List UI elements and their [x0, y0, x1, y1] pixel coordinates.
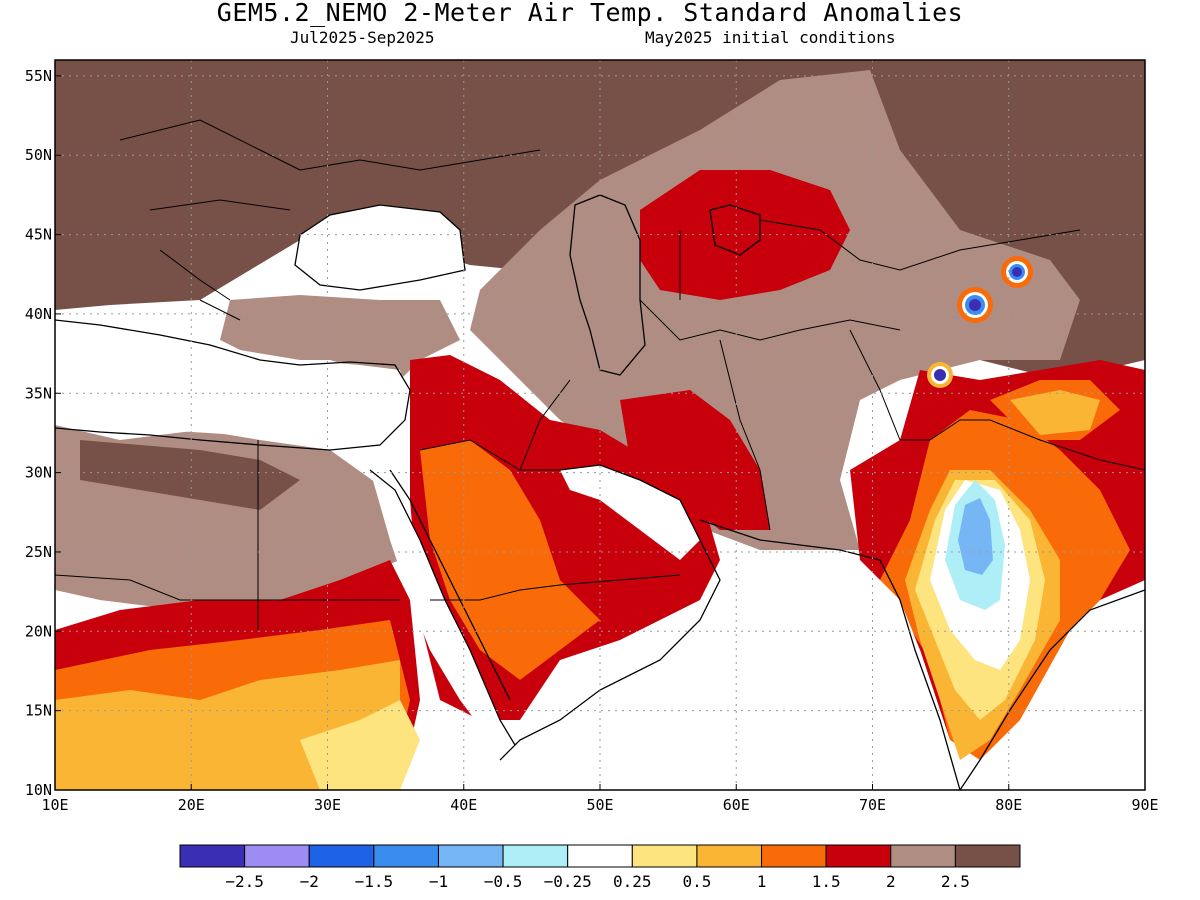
colorbar-swatch [761, 844, 827, 868]
forecast-period: Jul2025-Sep2025 [290, 28, 435, 47]
lon-tick-label: 80E [995, 796, 1022, 814]
colorbar-swatch [567, 844, 633, 868]
colorbar-swatch [308, 844, 375, 868]
colorbar-label: 0.25 [613, 872, 652, 891]
anomaly-region-15-iran [620, 390, 770, 530]
lat-tick-labels: 10N 15N 20N 25N 30N 35N 40N 45N 50N 55N [25, 67, 61, 799]
cool-spot-pamir [927, 362, 953, 388]
lon-tick-labels: 10E 20E 30E 40E 50E 60E 70E 80E 90E [41, 784, 1159, 814]
colorbar-label: −2 [300, 872, 319, 891]
colorbar-label: −0.25 [544, 872, 592, 891]
lat-tick-label: 30N [25, 464, 52, 482]
lat-tick-label: 25N [25, 543, 52, 561]
colorbar-label: 0.5 [682, 872, 711, 891]
lon-tick-label: 50E [586, 796, 613, 814]
colorbar-swatch [179, 844, 246, 868]
bay-of-bengal [1000, 600, 1145, 790]
cool-spot-tianshan [957, 287, 993, 323]
black-sea [295, 205, 465, 290]
colorbar-label: −1.5 [355, 872, 394, 891]
lat-tick-label: 15N [25, 702, 52, 720]
lon-tick-label: 30E [314, 796, 341, 814]
lat-tick-label: 10N [25, 781, 52, 799]
colorbar-label: 2 [886, 872, 896, 891]
lon-tick-label: 10E [41, 796, 68, 814]
cool-spot-altai [1001, 256, 1033, 288]
colorbar-swatch [631, 844, 698, 868]
colorbar-label: 2.5 [941, 872, 970, 891]
colorbar-label: −0.5 [484, 872, 523, 891]
persian-gulf [560, 465, 700, 560]
colorbar-label: 1.5 [812, 872, 841, 891]
initial-conditions: May2025 initial conditions [645, 28, 896, 47]
lat-tick-label: 45N [25, 226, 52, 244]
colorbar-swatch [373, 844, 439, 868]
colorbar-swatch [890, 844, 956, 868]
anomaly-region-sahara-strong [80, 440, 300, 510]
chart-title: GEM5.2_NEMO 2-Meter Air Temp. Standard A… [216, 0, 964, 27]
anomaly-region-025-africa [300, 700, 420, 790]
anomaly-region-centralasia [470, 70, 1080, 550]
colorbar-swatch [696, 844, 763, 868]
coastlines [55, 194, 1145, 790]
lon-tick-label: 70E [859, 796, 886, 814]
colorbar-swatch [502, 844, 569, 868]
lat-tick-label: 20N [25, 622, 52, 640]
lat-tick-label: 55N [25, 67, 52, 85]
colorbar-swatch [954, 844, 1021, 868]
colorbar-label: 1 [757, 872, 767, 891]
colorbar-label: −2.5 [225, 872, 264, 891]
colorbar-swatch [825, 844, 892, 868]
lat-tick-label: 40N [25, 305, 52, 323]
lon-tick-label: 40E [450, 796, 477, 814]
lat-tick-label: 35N [25, 384, 52, 402]
lon-tick-label: 20E [178, 796, 205, 814]
anomaly-region-1-arabia [420, 440, 600, 680]
anomaly-region-15-north [640, 170, 850, 300]
lat-tick-label: 50N [25, 146, 52, 164]
colorbar-swatch [244, 844, 310, 868]
country-borders [55, 119, 1145, 630]
colorbar-swatch [437, 844, 504, 868]
lon-tick-label: 60E [723, 796, 750, 814]
colorbar-label: −1 [429, 872, 448, 891]
arabian-sea [500, 560, 960, 790]
lon-tick-label: 90E [1131, 796, 1158, 814]
red-sea [370, 470, 500, 740]
anomaly-region-cooler-india [958, 498, 993, 575]
anomaly-region-05-ne-india [1010, 390, 1100, 435]
mediterranean-sea [55, 320, 410, 440]
